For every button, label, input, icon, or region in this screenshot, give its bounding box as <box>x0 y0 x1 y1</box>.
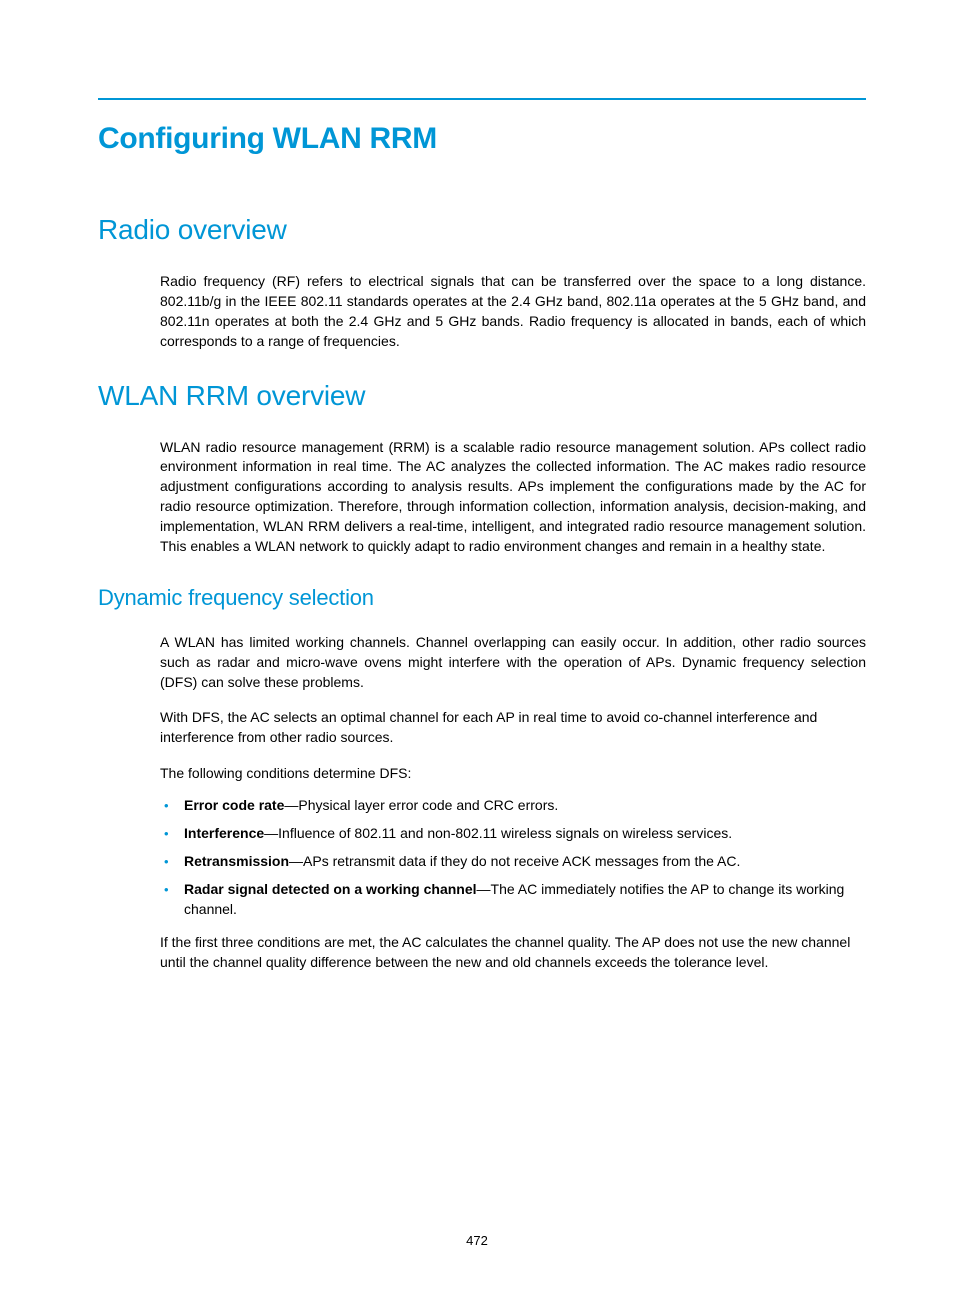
rrm-paragraph: WLAN radio resource management (RRM) is … <box>160 438 866 557</box>
section-dfs-heading: Dynamic frequency selection <box>98 585 866 611</box>
top-rule <box>98 98 866 100</box>
dfs-paragraph-3: The following conditions determine DFS: <box>160 764 866 784</box>
bullet-term: Interference <box>184 825 264 841</box>
section-rrm-heading: WLAN RRM overview <box>98 380 866 412</box>
list-item: Interference—Influence of 802.11 and non… <box>160 824 866 844</box>
bullet-desc: —APs retransmit data if they do not rece… <box>289 853 740 869</box>
bullet-term: Radar signal detected on a working chann… <box>184 881 477 897</box>
dfs-paragraph-4: If the first three conditions are met, t… <box>160 933 866 973</box>
bullet-desc: —Physical layer error code and CRC error… <box>284 797 558 813</box>
list-item: Error code rate—Physical layer error cod… <box>160 796 866 816</box>
dfs-paragraph-2: With DFS, the AC selects an optimal chan… <box>160 708 866 748</box>
dfs-paragraph-1: A WLAN has limited working channels. Cha… <box>160 633 866 693</box>
page-title: Configuring WLAN RRM <box>98 122 866 156</box>
page-number: 472 <box>0 1233 954 1248</box>
bullet-term: Retransmission <box>184 853 289 869</box>
list-item: Retransmission—APs retransmit data if th… <box>160 852 866 872</box>
bullet-term: Error code rate <box>184 797 284 813</box>
bullet-desc: —Influence of 802.11 and non-802.11 wire… <box>264 825 732 841</box>
radio-paragraph: Radio frequency (RF) refers to electrica… <box>160 272 866 352</box>
list-item: Radar signal detected on a working chann… <box>160 880 866 920</box>
section-radio-heading: Radio overview <box>98 214 866 246</box>
dfs-bullet-list: Error code rate—Physical layer error cod… <box>160 796 866 919</box>
